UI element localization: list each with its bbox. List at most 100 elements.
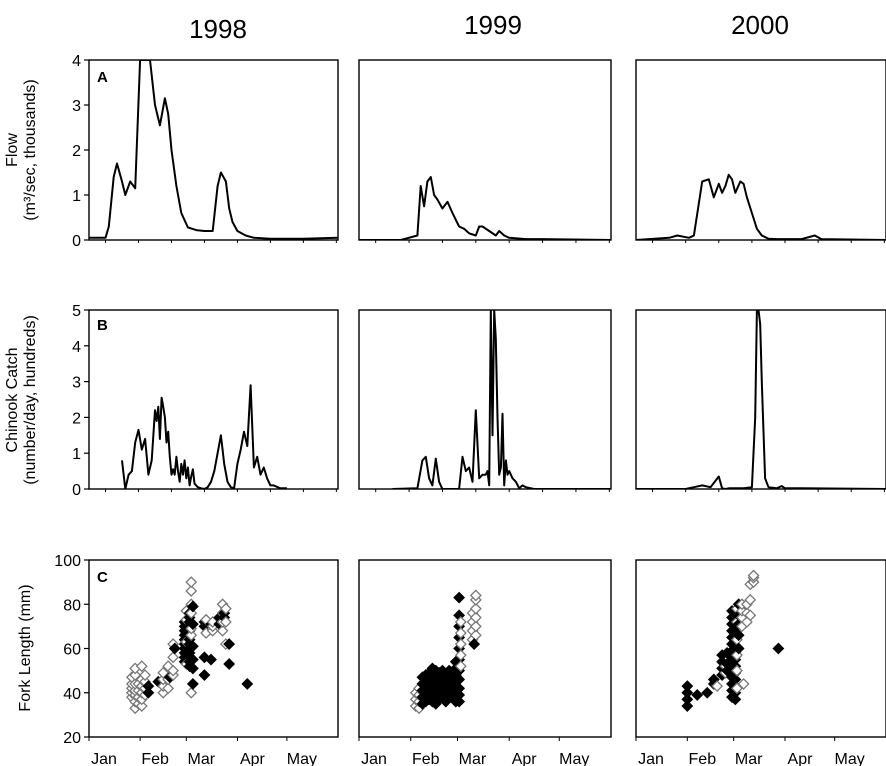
plot-frame [635, 309, 886, 490]
y-tick-label: 4 [72, 339, 81, 356]
scatter-point-open [185, 585, 198, 597]
scatter-point-open [167, 651, 180, 664]
y-tick-label: 3 [72, 98, 81, 115]
scatter-point-filled [198, 669, 211, 681]
scatter-point-filled [453, 591, 466, 604]
scatter-point-filled [681, 686, 694, 699]
y-tick-label: 0 [72, 482, 81, 499]
scatter-point-open [129, 669, 142, 681]
scatter-point-open [185, 576, 198, 589]
panel-letter-a: A [97, 69, 108, 86]
scatter-point-filled [142, 686, 155, 699]
year-title-1998: 1998 [189, 14, 247, 44]
plot-frame [358, 59, 612, 241]
scatter-point-filled [186, 640, 199, 653]
scatter-point-open [744, 593, 757, 606]
scatter-point-open [744, 609, 757, 622]
scatter-point-open [469, 602, 482, 615]
y-tick-label: 60 [63, 642, 81, 659]
scatter-point-filled [223, 658, 236, 670]
scatter-point-filled [681, 680, 694, 693]
y-tick-label: 40 [63, 686, 81, 703]
plot-frame [88, 59, 339, 241]
x-tick-label: May [559, 751, 589, 766]
series-line-2000 [636, 310, 886, 489]
scatter-point-filled [453, 682, 466, 695]
scatter-point-open [454, 638, 467, 650]
x-tick-label: Jan [91, 751, 117, 766]
x-tick-label: Apr [788, 751, 814, 766]
scatter-point-open [167, 664, 180, 677]
scatter-point-open [454, 627, 467, 639]
scatter-point-open [162, 682, 175, 695]
scatter-point-filled [142, 680, 155, 693]
scatter-point-open [135, 700, 148, 712]
scatter-point-open [185, 629, 198, 642]
plot-frame [635, 559, 886, 738]
scatter-point-open [711, 680, 724, 693]
scatter-point-filled [186, 677, 199, 690]
y-axis-label-c: Fork Length (mm) [17, 584, 34, 711]
scatter-point-open [737, 677, 750, 690]
panel-letter-c: C [97, 569, 108, 586]
series-line-1999 [392, 310, 611, 489]
x-tick-label: Jan [638, 751, 664, 766]
plot-frame [88, 559, 339, 738]
scatter-point-open [454, 616, 467, 628]
scatter-point-open [454, 660, 467, 673]
y-tick-label: 80 [63, 597, 81, 614]
y-axis-label-b: (number/day, hundreds) [22, 315, 39, 485]
year-title-1999: 1999 [464, 10, 522, 40]
scatter-point-filled [681, 700, 694, 712]
y-axis-label-a: (m³/sec, thousands) [22, 79, 39, 220]
y-axis-label-a: Flow [4, 133, 21, 167]
scatter-point-open [454, 649, 467, 662]
x-tick-label: Mar [735, 751, 763, 766]
plot-frame [358, 309, 612, 490]
scatter-point-filled [691, 689, 704, 701]
scatter-point-filled [681, 693, 694, 706]
y-tick-label: 4 [72, 53, 81, 70]
plot-frame [358, 559, 612, 738]
year-title-2000: 2000 [731, 10, 789, 40]
y-tick-label: 20 [63, 730, 81, 747]
scatter-point-filled [205, 653, 217, 666]
scatter-point-open [219, 602, 232, 615]
scatter-point-filled [241, 677, 254, 690]
panel-letter-b: B [97, 317, 108, 334]
x-tick-label: Mar [459, 751, 487, 766]
series-line-1998 [89, 60, 338, 240]
y-tick-label: 3 [72, 375, 81, 392]
scatter-point-filled [701, 686, 714, 699]
scatter-point-filled [732, 642, 745, 655]
y-tick-label: 100 [54, 553, 81, 570]
x-tick-label: Mar [188, 751, 216, 766]
scatter-point-open [157, 666, 170, 679]
x-tick-label: Feb [689, 751, 717, 766]
x-tick-label: Apr [240, 751, 266, 766]
scatter-point-filled [453, 673, 466, 686]
scatter-point-open [139, 669, 151, 681]
series-line-2000 [636, 173, 886, 240]
plot-frame [635, 59, 886, 241]
scatter-point-filled [186, 600, 199, 613]
x-tick-label: May [287, 751, 317, 766]
x-tick-label: Apr [512, 751, 538, 766]
y-tick-label: 2 [72, 410, 81, 427]
scatter-point-open [185, 686, 198, 699]
scatter-point-filled [186, 618, 199, 631]
y-tick-label: 2 [72, 143, 81, 160]
y-tick-label: 5 [72, 303, 81, 320]
scatter-point-filled [453, 689, 466, 701]
x-tick-label: Feb [141, 751, 169, 766]
scatter-point-open [731, 682, 743, 695]
scatter-point-open [747, 569, 760, 582]
scatter-point-filled [168, 642, 181, 655]
scatter-point-filled [186, 653, 199, 666]
series-line-1999 [359, 176, 611, 240]
scatter-point-open [135, 660, 148, 673]
scatter-point-filled [186, 662, 199, 675]
y-tick-label: 0 [72, 233, 81, 250]
